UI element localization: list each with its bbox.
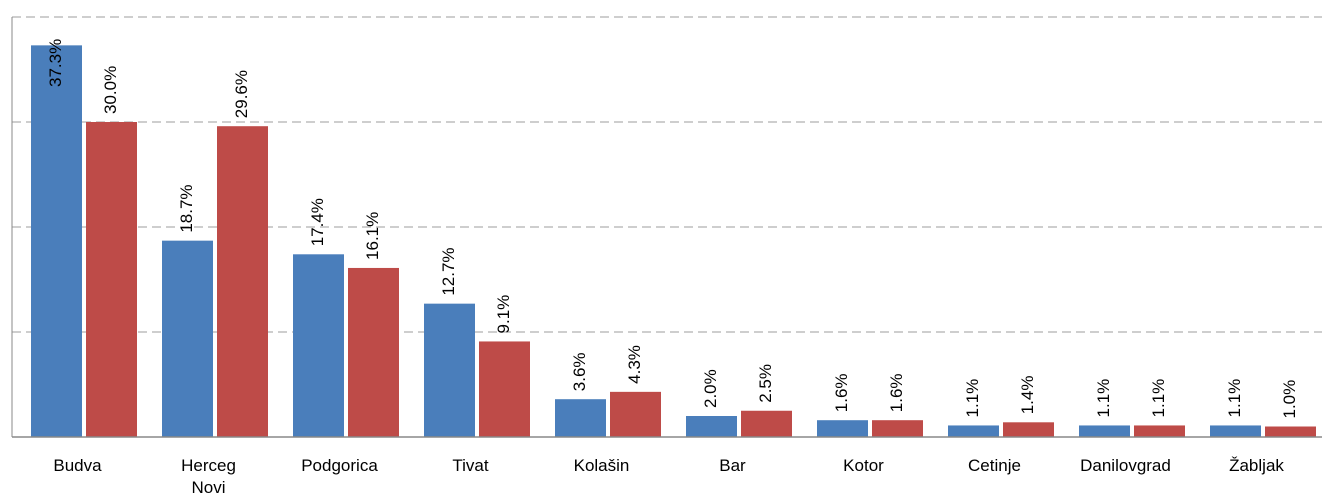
bar bbox=[555, 399, 606, 437]
data-label: 1.6% bbox=[887, 373, 906, 412]
x-tick-label: Bar bbox=[719, 456, 746, 475]
x-tick-label: Žabljak bbox=[1229, 456, 1284, 475]
data-label: 12.7% bbox=[439, 247, 458, 295]
x-tick-label: Podgorica bbox=[301, 456, 378, 475]
data-label: 1.4% bbox=[1018, 376, 1037, 415]
bar bbox=[741, 410, 792, 437]
bar bbox=[610, 391, 661, 437]
data-label: 37.3% bbox=[46, 39, 65, 87]
bar bbox=[86, 122, 137, 437]
bar bbox=[1210, 425, 1261, 437]
bar bbox=[217, 126, 268, 437]
data-label: 29.6% bbox=[232, 70, 251, 118]
bar bbox=[479, 341, 530, 437]
data-label: 9.1% bbox=[494, 295, 513, 334]
bar bbox=[1079, 425, 1130, 437]
bar bbox=[348, 267, 399, 437]
bar bbox=[1265, 426, 1316, 437]
bar bbox=[1003, 422, 1054, 437]
x-tick-label: Budva bbox=[53, 456, 102, 475]
data-label: 1.1% bbox=[1225, 379, 1244, 418]
data-label: 1.6% bbox=[832, 373, 851, 412]
data-label: 1.0% bbox=[1280, 380, 1299, 419]
data-label: 18.7% bbox=[177, 184, 196, 232]
data-label: 30.0% bbox=[101, 66, 120, 114]
bar bbox=[872, 420, 923, 437]
data-label: 2.5% bbox=[756, 364, 775, 403]
bar bbox=[31, 45, 82, 437]
x-tick-label: Tivat bbox=[452, 456, 489, 475]
x-tick-label: Kotor bbox=[843, 456, 884, 475]
data-label: 3.6% bbox=[570, 352, 589, 391]
data-label: 1.1% bbox=[1149, 379, 1168, 418]
bar bbox=[162, 240, 213, 437]
data-label: 17.4% bbox=[308, 198, 327, 246]
x-tick-label: Kolašin bbox=[573, 456, 630, 475]
data-label: 1.1% bbox=[963, 379, 982, 418]
bar bbox=[424, 303, 475, 437]
data-label: 16.1% bbox=[363, 212, 382, 260]
bar bbox=[686, 416, 737, 437]
data-label: 1.1% bbox=[1094, 379, 1113, 418]
bar bbox=[293, 254, 344, 437]
bar bbox=[948, 425, 999, 437]
bar bbox=[817, 420, 868, 437]
data-label: 2.0% bbox=[701, 369, 720, 408]
x-tick-label: Herceg Novi bbox=[181, 456, 236, 497]
bar bbox=[1134, 425, 1185, 437]
data-label: 4.3% bbox=[625, 345, 644, 384]
x-tick-label: Cetinje bbox=[968, 456, 1021, 475]
x-tick-label: Danilovgrad bbox=[1080, 456, 1171, 475]
